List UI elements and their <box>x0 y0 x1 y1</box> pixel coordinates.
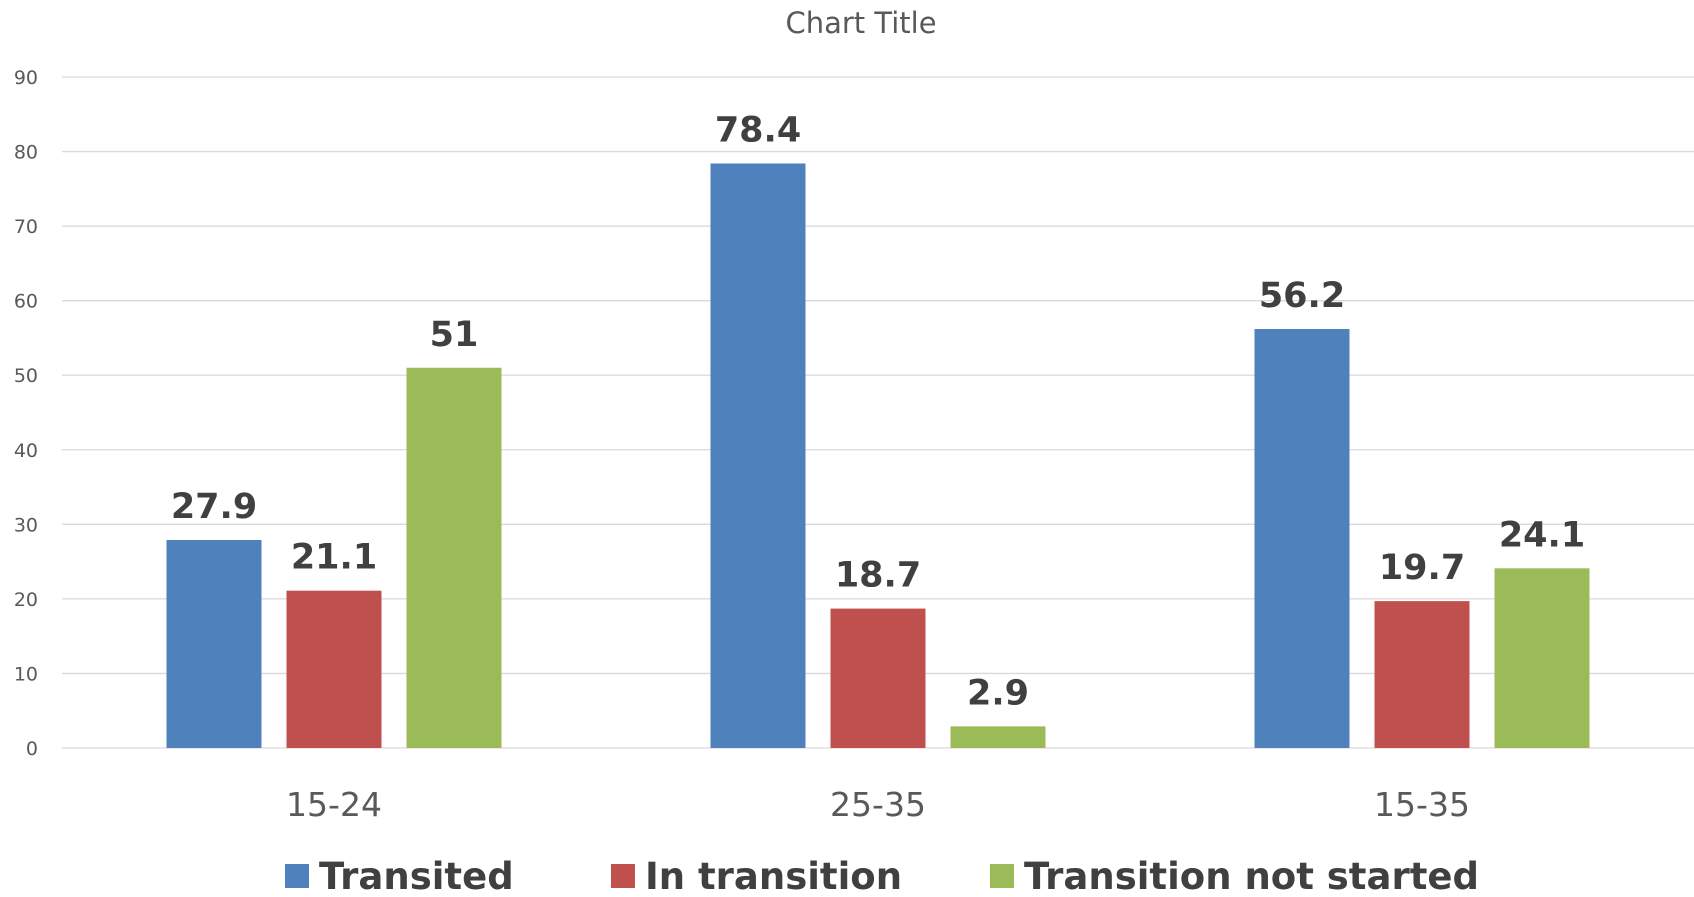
legend-swatch <box>285 864 309 888</box>
data-label: 56.2 <box>1259 276 1345 316</box>
legend-label: Transited <box>319 855 514 897</box>
bar <box>830 608 926 748</box>
y-tick-label: 20 <box>14 589 38 611</box>
y-tick-label: 60 <box>14 291 38 313</box>
data-label: 18.7 <box>835 556 921 596</box>
data-label: 78.4 <box>715 110 801 150</box>
legend-label: In transition <box>645 855 902 897</box>
x-tick-label: 15-24 <box>286 785 382 824</box>
data-label: 19.7 <box>1379 548 1465 588</box>
y-tick-label: 80 <box>14 142 38 164</box>
bars <box>166 163 1590 749</box>
x-tick-label: 25-35 <box>830 785 926 824</box>
legend-swatch <box>611 864 635 888</box>
data-label: 51 <box>430 315 479 355</box>
data-label: 24.1 <box>1499 515 1585 555</box>
y-tick-label: 70 <box>14 216 38 238</box>
x-axis-tick-labels: 15-24 25-35 15-35 <box>286 785 1470 824</box>
chart-title: Chart Title <box>785 6 936 40</box>
legend-label: Transition not started <box>1024 855 1479 897</box>
bar <box>166 539 262 748</box>
data-labels: 27.9 21.1 51 78.4 18.7 2.9 56.2 19.7 24.1 <box>171 110 1585 713</box>
legend-swatch <box>990 864 1014 888</box>
bar <box>1254 328 1350 748</box>
y-tick-label: 10 <box>14 663 38 685</box>
legend: Transited In transition Transition not sta… <box>285 855 1479 897</box>
bar <box>950 726 1046 748</box>
bar <box>1374 601 1470 748</box>
x-tick-label: 15-35 <box>1374 785 1470 824</box>
bar <box>710 163 806 749</box>
data-label: 21.1 <box>291 538 377 578</box>
y-axis-tick-labels: 0 10 20 30 40 50 60 70 80 90 <box>14 67 38 760</box>
data-label: 2.9 <box>967 673 1029 713</box>
y-tick-label: 40 <box>14 440 38 462</box>
bar <box>1494 568 1590 748</box>
y-tick-label: 90 <box>14 67 38 89</box>
bar <box>286 590 382 748</box>
data-label: 27.9 <box>171 487 257 527</box>
bar <box>406 367 502 748</box>
y-tick-label: 50 <box>14 365 38 387</box>
y-tick-label: 0 <box>26 738 38 760</box>
y-tick-label: 30 <box>14 514 38 536</box>
